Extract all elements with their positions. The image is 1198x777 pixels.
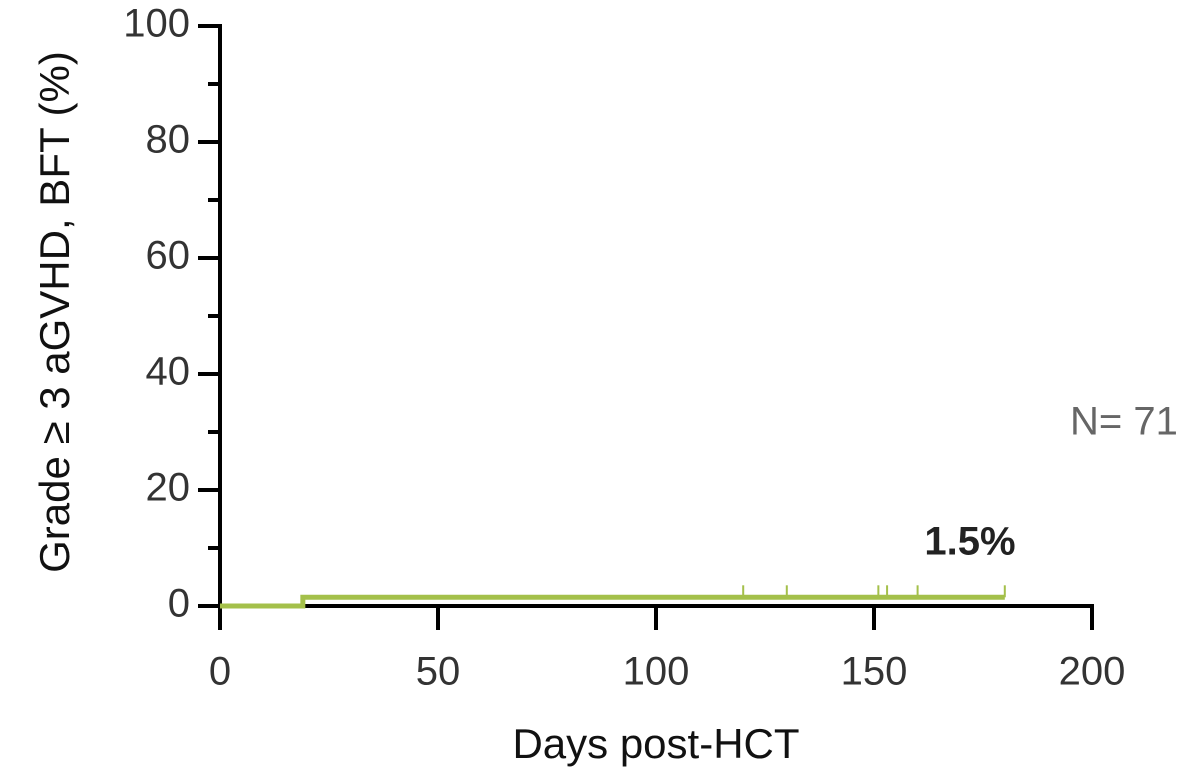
step-line: [220, 594, 1005, 609]
y-tick-label: 60: [146, 234, 191, 278]
x-axis-title: Days post-HCT: [512, 720, 799, 767]
y-tick-label: 20: [146, 466, 191, 510]
x-tick-label: 50: [416, 650, 461, 694]
y-tick-label: 40: [146, 350, 191, 394]
y-tick-label: 80: [146, 118, 191, 162]
x-tick-label: 0: [209, 650, 231, 694]
y-tick-label: 100: [123, 2, 190, 46]
x-tick-label: 200: [1059, 650, 1126, 694]
x-tick-label: 100: [623, 650, 690, 694]
value-annotation: 1.5%: [924, 520, 1015, 564]
y-axis-title: Grade ≥ 3 aGVHD, BFT (%): [31, 51, 78, 573]
y-tick-label: 0: [168, 582, 190, 626]
n-annotation: N= 71: [1070, 400, 1178, 444]
x-tick-label: 150: [841, 650, 908, 694]
